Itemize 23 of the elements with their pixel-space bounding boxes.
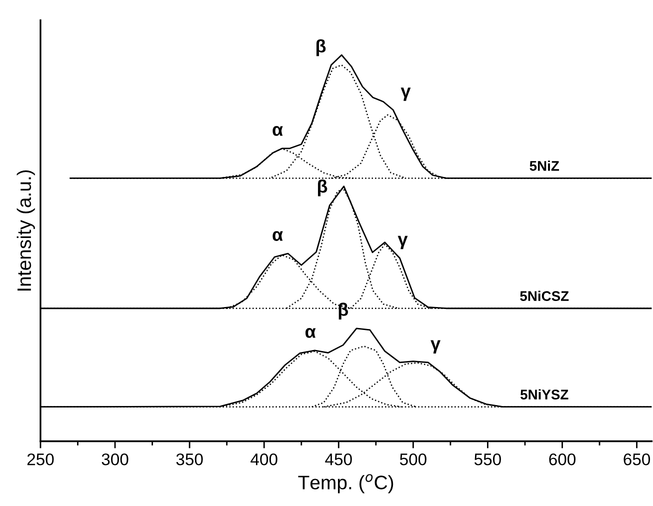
y-axis-title: Intensity (a.u.): [16, 170, 35, 291]
annotation: α: [272, 126, 283, 136]
x-tick-label: 600: [549, 453, 576, 466]
series-label: 5NiZ: [530, 160, 560, 171]
annotation: γ: [400, 88, 411, 101]
x-tick-label: 350: [176, 453, 203, 466]
x-tick-label: 500: [400, 453, 426, 466]
x-tick-label: 550: [474, 453, 501, 466]
series-label: 5NiCSZ: [520, 290, 569, 301]
x-tick-label: 400: [250, 453, 278, 466]
annotation: γ: [398, 236, 408, 250]
annotation: β: [318, 179, 328, 196]
annotation: α: [305, 328, 316, 338]
annotation: α: [272, 231, 283, 241]
x-tick-label: 250: [27, 453, 54, 466]
x-axis-title: Temp. ($^{o}$C): [298, 474, 394, 494]
x-tick-label: 650: [624, 453, 650, 466]
annotation: γ: [430, 340, 440, 354]
series-label: 5NiYSZ: [520, 389, 568, 400]
annotation: β: [338, 302, 348, 320]
annotation: β: [316, 39, 326, 56]
x-tick-label: 300: [102, 453, 128, 466]
x-tick-label: 450: [325, 453, 352, 466]
